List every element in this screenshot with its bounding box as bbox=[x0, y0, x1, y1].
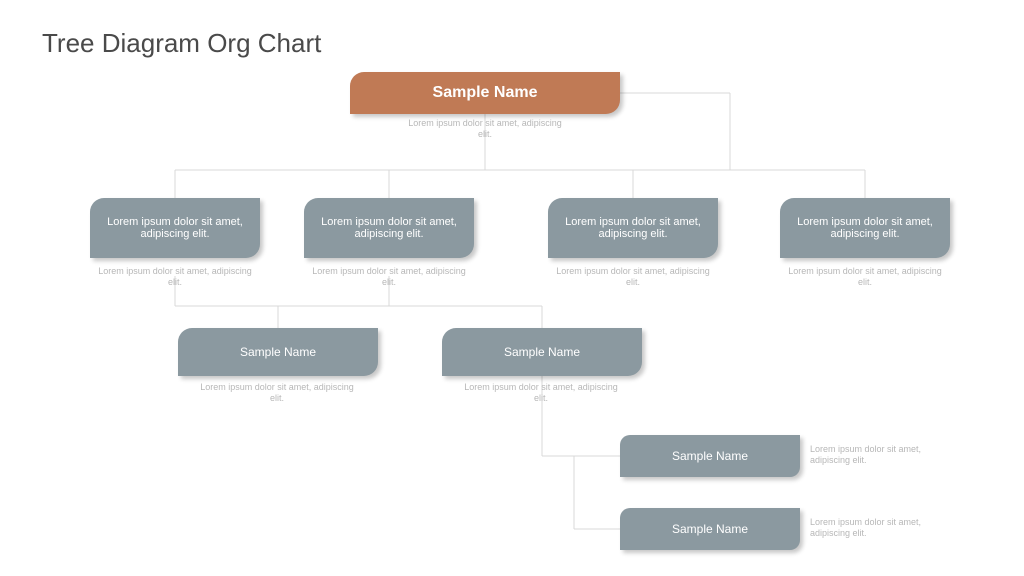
org-l2-node: Lorem ipsum dolor sit amet, adipiscing e… bbox=[304, 198, 474, 258]
org-l2-caption: Lorem ipsum dolor sit amet, adipiscing e… bbox=[312, 266, 466, 289]
org-l3-label: Sample Name bbox=[240, 345, 316, 359]
org-l3-caption: Lorem ipsum dolor sit amet, adipiscing e… bbox=[456, 382, 626, 405]
org-l2-label: Lorem ipsum dolor sit amet, adipiscing e… bbox=[316, 216, 462, 240]
org-l2-node: Lorem ipsum dolor sit amet, adipiscing e… bbox=[548, 198, 718, 258]
org-l4-node: Sample Name bbox=[620, 508, 800, 550]
org-l2-label: Lorem ipsum dolor sit amet, adipiscing e… bbox=[792, 216, 938, 240]
org-root-node: Sample Name bbox=[350, 72, 620, 114]
org-l2-caption: Lorem ipsum dolor sit amet, adipiscing e… bbox=[98, 266, 252, 289]
org-l2-label: Lorem ipsum dolor sit amet, adipiscing e… bbox=[102, 216, 248, 240]
org-l3-label: Sample Name bbox=[504, 345, 580, 359]
page-title: Tree Diagram Org Chart bbox=[42, 28, 321, 59]
org-l2-node: Lorem ipsum dolor sit amet, adipiscing e… bbox=[90, 198, 260, 258]
org-l3-node: Sample Name bbox=[178, 328, 378, 376]
org-root-label: Sample Name bbox=[433, 84, 538, 102]
org-l2-caption: Lorem ipsum dolor sit amet, adipiscing e… bbox=[556, 266, 710, 289]
org-l3-caption: Lorem ipsum dolor sit amet, adipiscing e… bbox=[192, 382, 362, 405]
org-l2-caption: Lorem ipsum dolor sit amet, adipiscing e… bbox=[788, 266, 942, 289]
org-l2-node: Lorem ipsum dolor sit amet, adipiscing e… bbox=[780, 198, 950, 258]
org-l3-node: Sample Name bbox=[442, 328, 642, 376]
org-l4-sidecap: Lorem ipsum dolor sit amet, adipiscing e… bbox=[810, 444, 960, 467]
org-l4-label: Sample Name bbox=[672, 522, 748, 536]
org-l4-label: Sample Name bbox=[672, 449, 748, 463]
org-l4-node: Sample Name bbox=[620, 435, 800, 477]
org-l4-sidecap: Lorem ipsum dolor sit amet, adipiscing e… bbox=[810, 517, 960, 540]
org-root-caption: Lorem ipsum dolor sit amet, adipiscing e… bbox=[403, 118, 567, 141]
org-l2-label: Lorem ipsum dolor sit amet, adipiscing e… bbox=[560, 216, 706, 240]
